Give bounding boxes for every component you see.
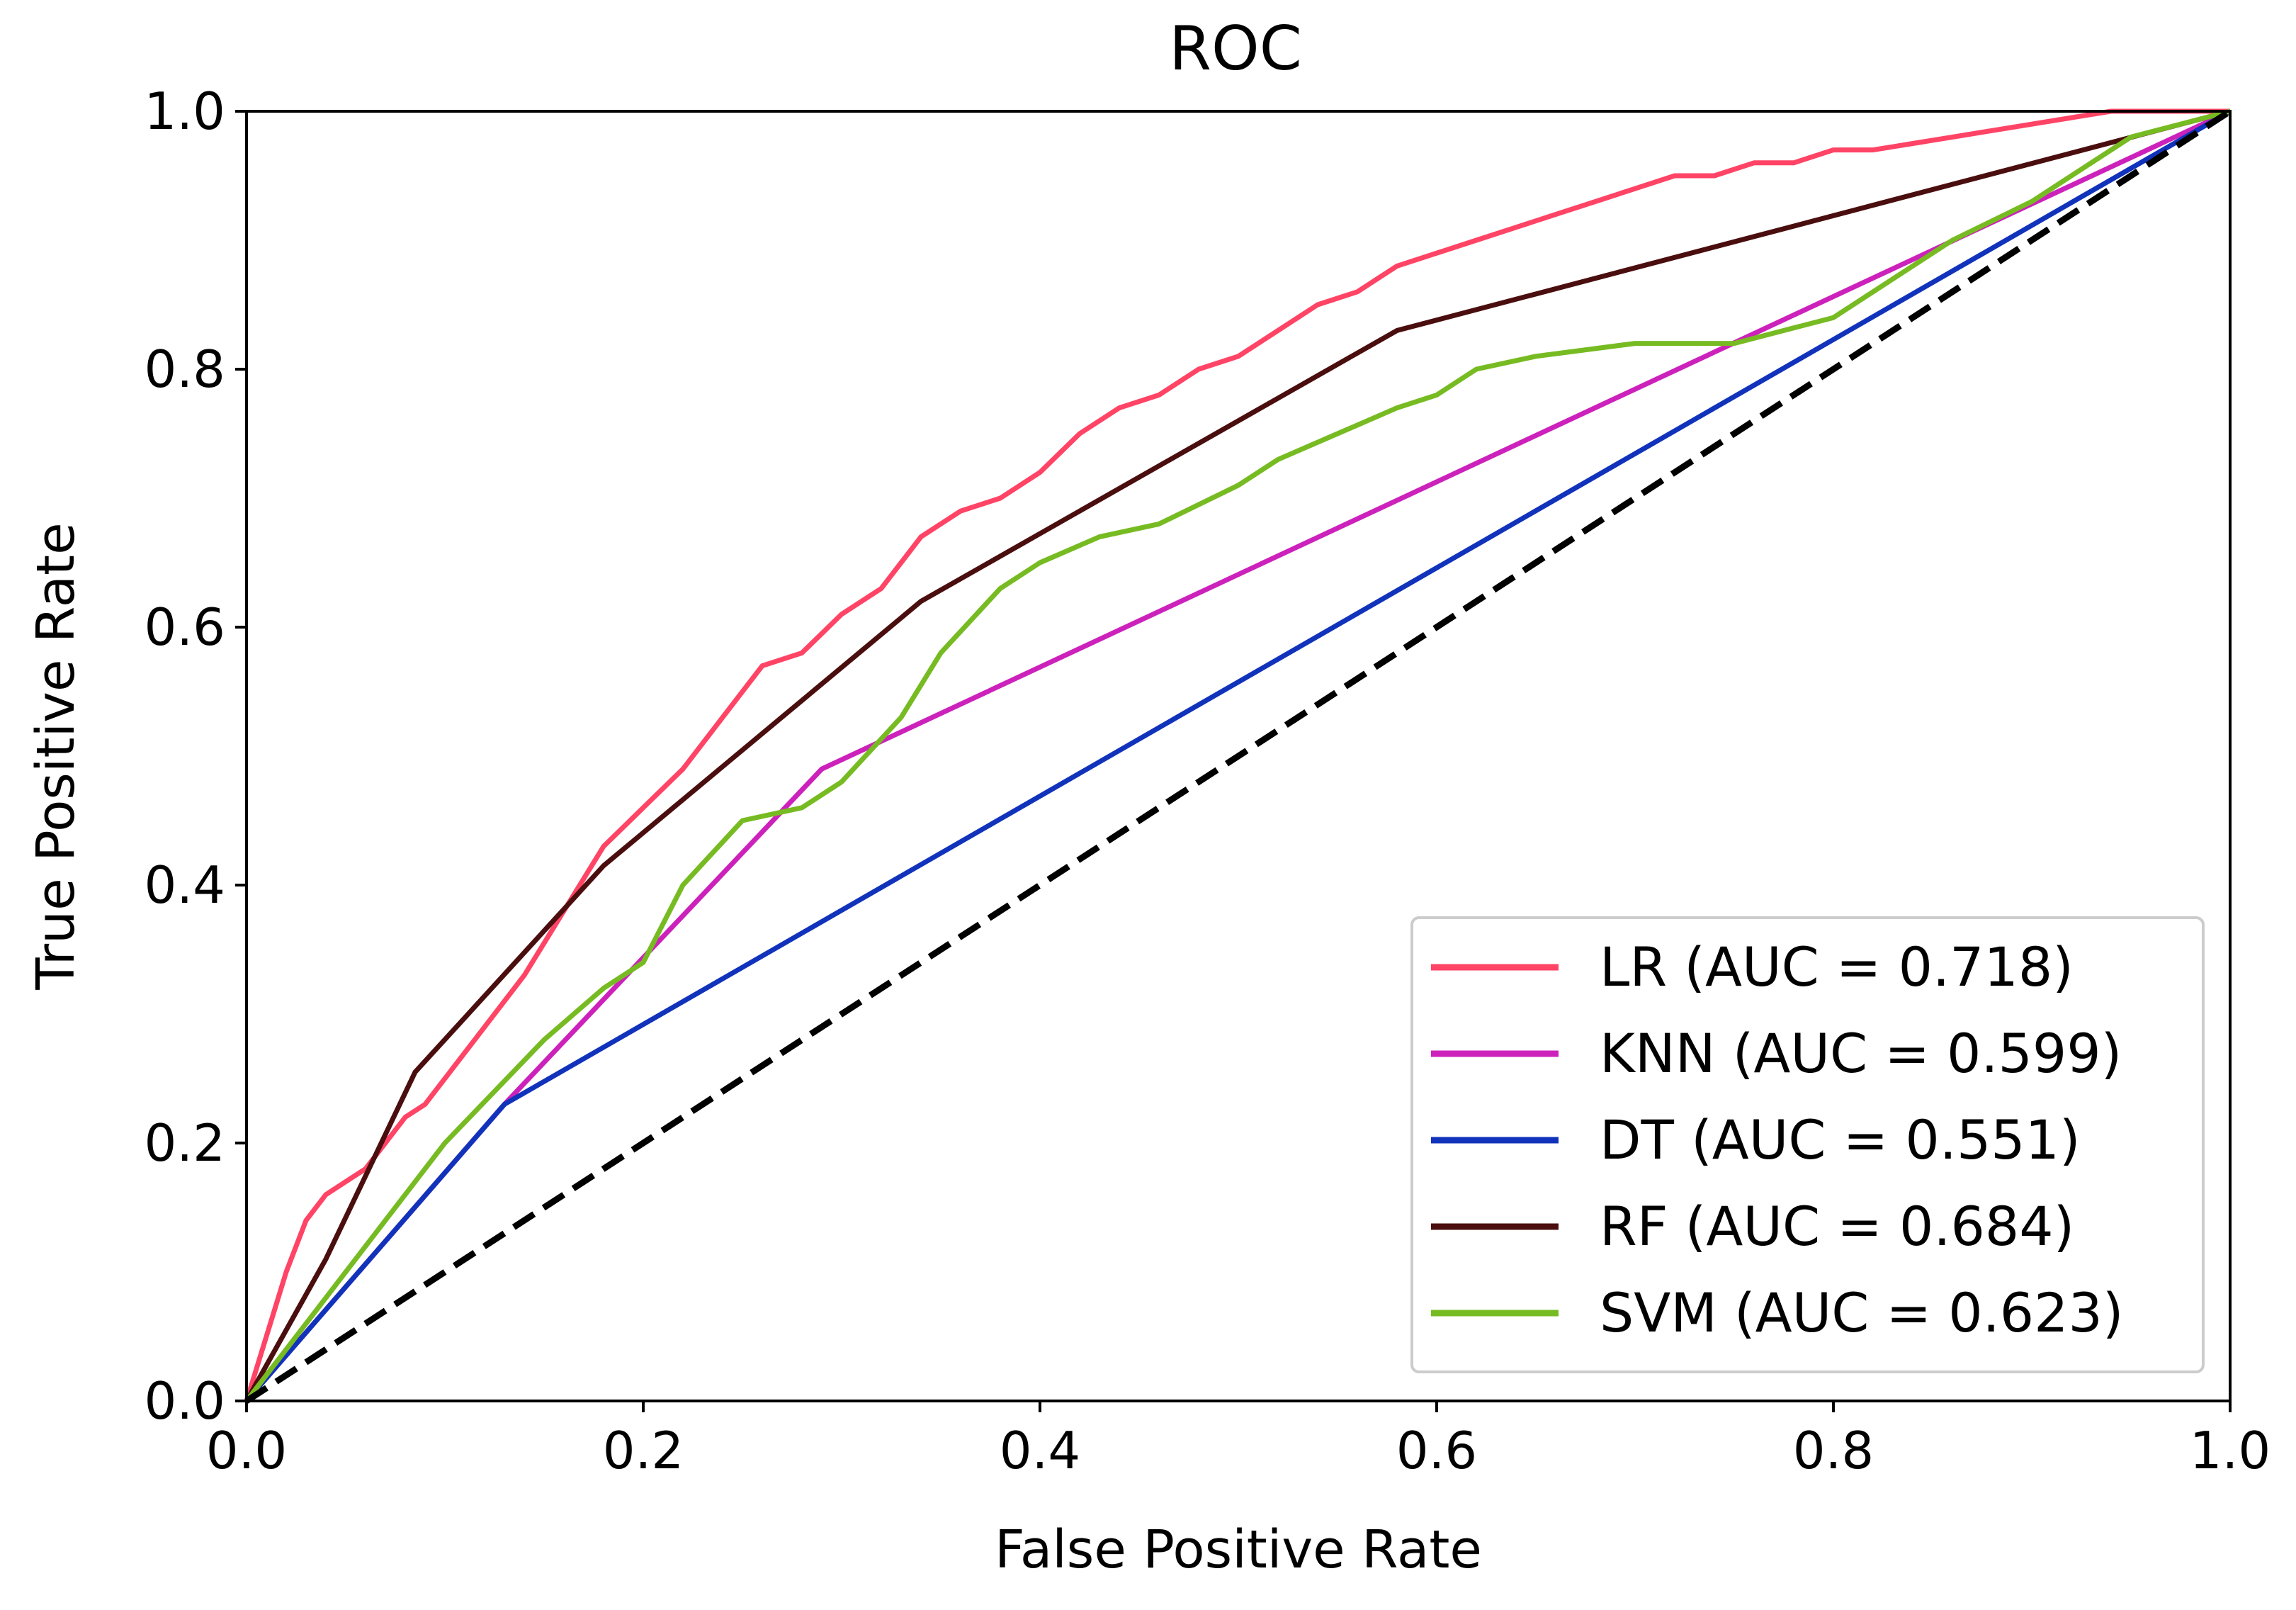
plot-frame	[245, 110, 2232, 1402]
legend: LR (AUC = 0.718) KNN (AUC = 0.599) DT (AUC…	[1410, 916, 2205, 1373]
y-tick-label: 0.6	[144, 597, 225, 657]
y-tick-label: 0.4	[144, 855, 225, 915]
chance-diagonal-line	[244, 108, 2232, 1404]
y-axis-ticks: 0.0 0.2 0.4 0.6 0.8 1.0	[144, 81, 247, 1431]
series-layer	[244, 108, 2232, 1404]
legend-box	[1410, 916, 2205, 1373]
legend-label: SVM (AUC = 0.623)	[1600, 1281, 2124, 1344]
x-tick-label: 0.0	[206, 1421, 288, 1480]
y-tick-label: 1.0	[144, 81, 225, 141]
legend-label: LR (AUC = 0.718)	[1600, 935, 2074, 998]
series-line-svm	[244, 108, 2231, 1403]
x-axis-ticks: 0.0 0.2 0.4 0.6 0.8 1.0	[206, 1401, 2271, 1480]
x-tick-label: 1.0	[2190, 1421, 2271, 1480]
y-tick-label: 0.0	[144, 1371, 225, 1431]
series-line-rf	[244, 108, 2231, 1402]
x-tick-label: 0.2	[603, 1421, 684, 1480]
x-tick-label: 0.6	[1396, 1421, 1478, 1480]
x-axis-label: False Positive Rate	[995, 1519, 1482, 1580]
y-axis-label: True Positive Rate	[26, 522, 86, 990]
series-line-dt	[244, 108, 2232, 1403]
chart-title: ROC	[1169, 13, 1302, 84]
legend-label: KNN (AUC = 0.599)	[1600, 1022, 2122, 1085]
legend-label: DT (AUC = 0.551)	[1600, 1108, 2081, 1171]
legend-label: RF (AUC = 0.684)	[1600, 1195, 2074, 1258]
y-tick-label: 0.2	[144, 1113, 225, 1173]
y-tick-label: 0.8	[144, 339, 225, 399]
x-tick-label: 0.4	[1000, 1421, 1081, 1480]
x-tick-label: 0.8	[1793, 1421, 1874, 1480]
series-line-lr	[244, 108, 2230, 1402]
